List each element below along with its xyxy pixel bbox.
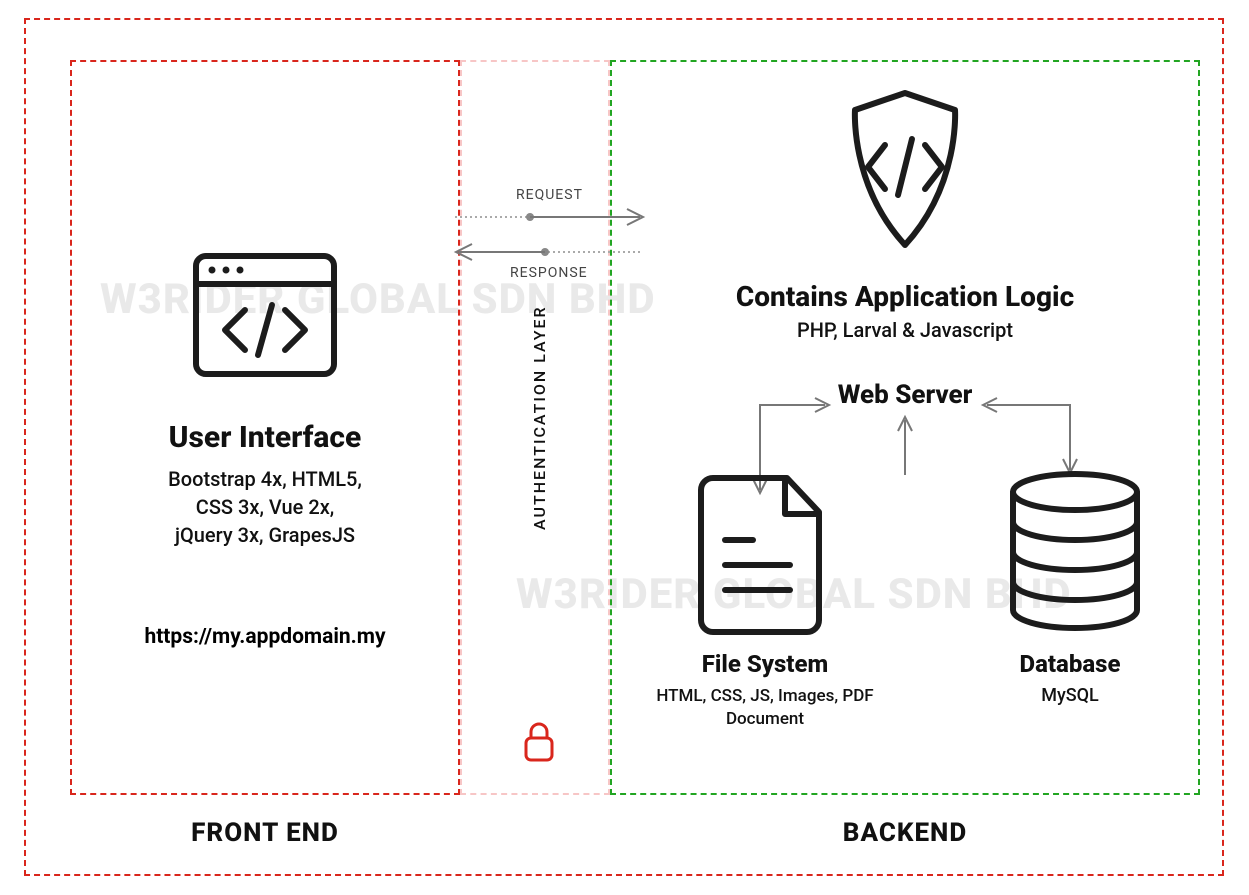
database-title: Database	[960, 650, 1180, 678]
frontend-url: https://my.appdomain.my	[70, 625, 460, 649]
filesystem-title: File System	[630, 650, 900, 678]
auth-layer-label: AUTHENTICATION LAYER	[530, 305, 549, 530]
database-icon	[1000, 470, 1150, 635]
database-sub: MySQL	[960, 685, 1180, 706]
shield-code-icon	[830, 85, 980, 255]
backend-title: Contains Application Logic	[610, 280, 1200, 313]
frontend-tech-line: Bootstrap 4x, HTML5,	[70, 465, 460, 493]
frontend-tech-line: jQuery 3x, GrapesJS	[70, 521, 460, 549]
frontend-title: User Interface	[70, 420, 460, 455]
frontend-label: FRONT END	[70, 818, 460, 848]
backend-label: BACKEND	[610, 818, 1200, 848]
file-icon	[695, 470, 835, 635]
browser-code-icon	[190, 250, 340, 380]
frontend-tech: Bootstrap 4x, HTML5, CSS 3x, Vue 2x, jQu…	[70, 465, 460, 549]
lock-icon	[522, 720, 556, 764]
response-label: RESPONSE	[510, 265, 588, 281]
frontend-tech-line: CSS 3x, Vue 2x,	[70, 493, 460, 521]
backend-tech: PHP, Larval & Javascript	[610, 318, 1200, 342]
request-label: REQUEST	[516, 187, 583, 203]
filesystem-sub: HTML, CSS, JS, Images, PDF Document	[630, 685, 900, 731]
